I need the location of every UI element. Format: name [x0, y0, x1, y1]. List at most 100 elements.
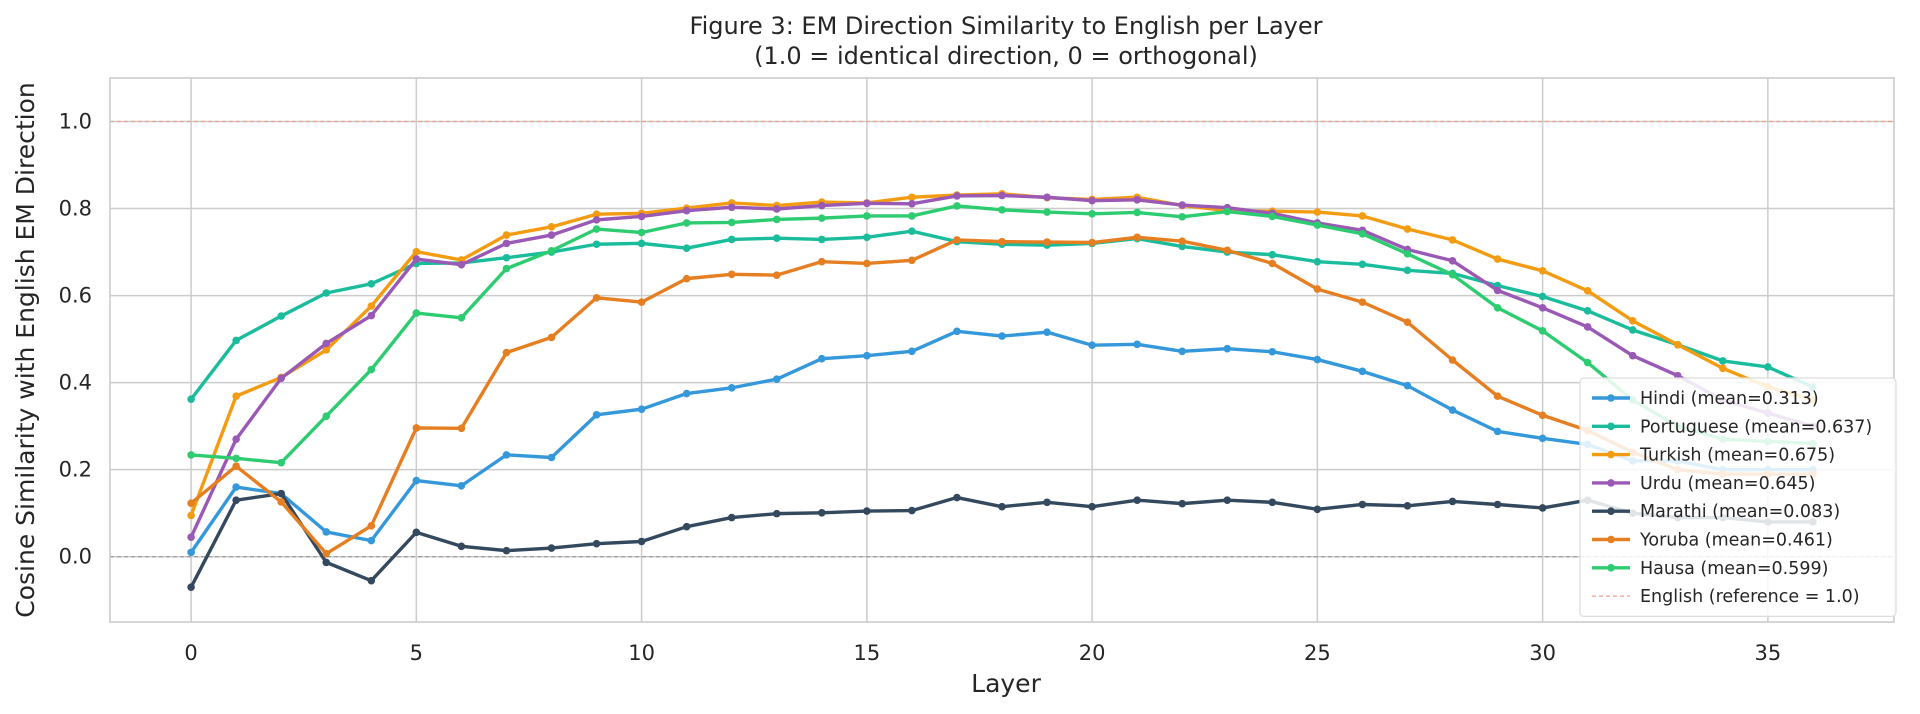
data-point-hindi: [682, 389, 691, 398]
data-point-yoruba: [727, 270, 736, 279]
legend-box: [1579, 377, 1897, 617]
data-point-urdu: [1043, 193, 1051, 202]
legend-label-hindi: Hindi (mean=0.313): [1640, 389, 1819, 409]
x-tick-labels: 0 5 10 15 20 25 30 35: [184, 641, 1781, 665]
legend-marker-yoruba: [1607, 535, 1615, 544]
data-point-hindi: [908, 347, 916, 356]
y-tick-label: 0.6: [59, 284, 92, 308]
data-point-marathi: [1223, 496, 1232, 504]
data-point-marathi: [1178, 499, 1187, 508]
data-point-urdu: [1583, 323, 1592, 331]
legend-marker-marathi: [1607, 507, 1615, 515]
data-point-turkish: [592, 210, 601, 219]
data-point-marathi: [547, 544, 556, 552]
data-point-urdu: [547, 231, 556, 239]
data-point-urdu: [187, 533, 195, 541]
data-point-hausa: [1178, 213, 1187, 221]
data-point-yoruba: [908, 256, 916, 265]
data-point-turkish: [1538, 266, 1547, 275]
x-tick-label: 25: [1304, 641, 1331, 665]
data-point-marathi: [277, 489, 285, 498]
x-tick-label: 35: [1754, 641, 1781, 665]
data-point-urdu: [322, 339, 331, 348]
legend-label-turkish: Turkish (mean=0.675): [1639, 446, 1835, 466]
x-tick-label: 15: [853, 641, 880, 665]
data-point-urdu: [1538, 303, 1547, 312]
data-point-hausa: [1133, 208, 1141, 217]
data-point-hindi: [1178, 347, 1187, 356]
data-point-yoruba: [1403, 318, 1412, 326]
data-point-yoruba: [1223, 246, 1232, 255]
data-point-hindi: [232, 483, 240, 491]
data-point-hausa: [998, 206, 1006, 214]
data-point-marathi: [817, 508, 826, 517]
data-point-marathi: [1088, 502, 1096, 511]
data-point-hindi: [187, 548, 195, 557]
data-point-turkish: [1628, 317, 1637, 325]
data-point-hindi: [457, 481, 466, 490]
data-point-urdu: [863, 199, 871, 208]
data-point-portuguese: [1538, 292, 1547, 301]
data-point-portuguese: [232, 336, 240, 345]
data-point-portuguese: [637, 239, 646, 248]
data-point-marathi: [1538, 504, 1547, 512]
data-point-marathi: [637, 537, 646, 546]
legend-label-portuguese: Portuguese (mean=0.637): [1640, 417, 1872, 437]
data-point-hausa: [953, 202, 961, 210]
y-tick-labels: 0.0 0.2 0.4 0.6 0.8 1.0: [59, 110, 92, 569]
data-point-turkish: [908, 193, 916, 202]
data-point-marathi: [367, 576, 376, 585]
legend-label-hausa: Hausa (mean=0.599): [1640, 559, 1828, 579]
data-point-urdu: [367, 311, 376, 320]
data-point-hindi: [1538, 434, 1547, 443]
data-point-hausa: [772, 215, 781, 224]
y-tick-label: 0.0: [59, 545, 92, 569]
data-point-hindi: [502, 451, 511, 459]
legend-marker-urdu: [1607, 479, 1615, 487]
data-point-yoruba: [457, 424, 466, 433]
data-point-hindi: [863, 351, 871, 360]
data-point-yoruba: [367, 522, 376, 530]
legend-marker-hausa: [1607, 564, 1615, 572]
data-point-hindi: [1493, 427, 1502, 436]
data-point-yoruba: [1133, 233, 1141, 242]
data-point-hindi: [592, 411, 601, 419]
data-point-marathi: [1358, 500, 1367, 509]
legend-marker-hindi: [1607, 394, 1615, 402]
data-point-hausa: [1583, 358, 1592, 367]
data-point-turkish: [322, 346, 331, 354]
data-point-marathi: [1403, 502, 1412, 510]
data-point-marathi: [953, 493, 961, 502]
y-tick-label: 0.4: [59, 371, 92, 395]
data-point-turkish: [412, 247, 421, 256]
data-point-hausa: [1223, 207, 1232, 216]
data-point-hausa: [367, 365, 376, 374]
data-point-turkish: [232, 392, 240, 400]
data-point-marathi: [1313, 505, 1322, 514]
x-tick-label: 0: [184, 641, 197, 665]
data-point-portuguese: [592, 240, 601, 249]
data-point-portuguese: [277, 312, 285, 320]
data-point-turkish: [1313, 208, 1322, 216]
data-point-turkish: [1583, 287, 1592, 295]
y-tick-label: 1.0: [59, 110, 92, 134]
data-point-hausa: [1448, 270, 1457, 279]
data-point-yoruba: [682, 274, 691, 283]
data-point-turkish: [367, 302, 376, 310]
data-point-hindi: [322, 528, 331, 536]
data-point-hausa: [682, 219, 691, 227]
data-point-hausa: [457, 313, 466, 322]
data-point-urdu: [727, 203, 736, 212]
x-tick-label: 30: [1529, 641, 1556, 665]
plot-frame: [109, 77, 1895, 623]
data-point-portuguese: [817, 235, 826, 244]
data-point-hindi: [953, 327, 961, 336]
data-point-yoruba: [637, 298, 646, 306]
data-point-hindi: [817, 354, 826, 363]
data-point-urdu: [998, 191, 1006, 200]
data-point-yoruba: [998, 237, 1006, 246]
data-point-hindi: [1223, 344, 1232, 353]
x-tick-label: 20: [1079, 641, 1106, 665]
legend-label-marathi: Marathi (mean=0.083): [1640, 502, 1840, 522]
legend-label-english: English (reference = 1.0): [1640, 587, 1860, 607]
